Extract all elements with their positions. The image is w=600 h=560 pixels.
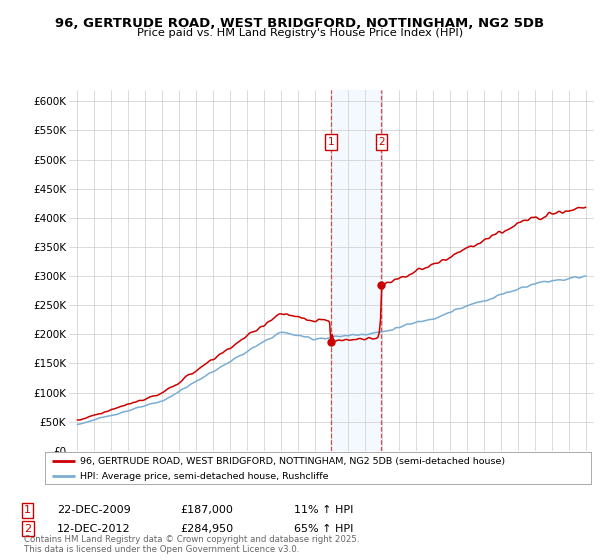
Text: 11% ↑ HPI: 11% ↑ HPI <box>294 505 353 515</box>
Text: 2: 2 <box>24 524 31 534</box>
Text: 96, GERTRUDE ROAD, WEST BRIDGFORD, NOTTINGHAM, NG2 5DB: 96, GERTRUDE ROAD, WEST BRIDGFORD, NOTTI… <box>55 17 545 30</box>
Text: 65% ↑ HPI: 65% ↑ HPI <box>294 524 353 534</box>
Text: 1: 1 <box>328 137 334 147</box>
Text: 22-DEC-2009: 22-DEC-2009 <box>57 505 131 515</box>
Text: 96, GERTRUDE ROAD, WEST BRIDGFORD, NOTTINGHAM, NG2 5DB (semi-detached house): 96, GERTRUDE ROAD, WEST BRIDGFORD, NOTTI… <box>80 456 506 465</box>
Bar <box>331 90 382 451</box>
Text: HPI: Average price, semi-detached house, Rushcliffe: HPI: Average price, semi-detached house,… <box>80 472 329 481</box>
Text: Contains HM Land Registry data © Crown copyright and database right 2025.
This d: Contains HM Land Registry data © Crown c… <box>24 535 359 554</box>
Text: 1: 1 <box>24 505 31 515</box>
Text: Price paid vs. HM Land Registry's House Price Index (HPI): Price paid vs. HM Land Registry's House … <box>137 28 463 38</box>
Text: 12-DEC-2012: 12-DEC-2012 <box>57 524 131 534</box>
Text: £187,000: £187,000 <box>180 505 233 515</box>
Text: £284,950: £284,950 <box>180 524 233 534</box>
Text: 2: 2 <box>378 137 385 147</box>
